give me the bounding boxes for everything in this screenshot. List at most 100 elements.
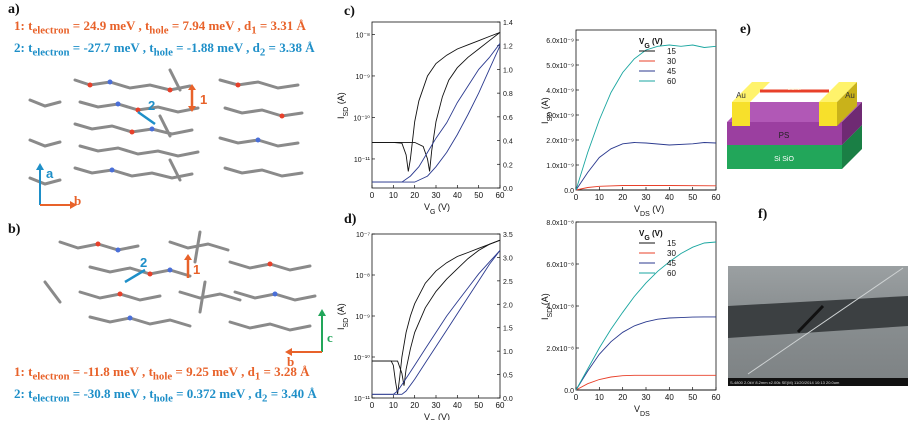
- y2-tick-label: 1.4: [503, 20, 513, 27]
- y2-tick-label: 3.5: [503, 232, 513, 239]
- y-tick-label: 8.0x10⁻⁸: [546, 220, 574, 227]
- sem-micrograph: S-4800 2.0kV 8.2mm x2.00k SE(M) 11/20/20…: [728, 266, 908, 386]
- panel-b-equation-1: 1: telectron = -11.8 meV , thole = 9.25 …: [14, 364, 310, 383]
- y-tick-label: 10⁻⁸: [356, 32, 370, 39]
- device-schematic: Channel Au Au PS Si SiO: [727, 82, 862, 169]
- electrode-left-label: Au: [736, 91, 746, 100]
- chart-transfer-c: 0 10 20 30 40 50 60 10⁻⁸ 10⁻⁹ 10⁻¹⁰ 10⁻¹¹ 0.0 0.2 0.4…: [336, 20, 520, 216]
- channel-label: Channel: [787, 87, 800, 91]
- y-tick-label: 4.0x10⁻⁹: [546, 88, 574, 95]
- y-tick-label: 2.0x10⁻⁹: [546, 138, 574, 145]
- series-line-45: [575, 316, 716, 391]
- y2-tick-label: 3.0: [503, 255, 513, 262]
- series-line: [372, 250, 501, 395]
- eq-sub: hole: [153, 392, 173, 405]
- y-axis-label: ISD (A): [336, 303, 350, 330]
- arrow-head-icon: [36, 163, 44, 170]
- eq-value: = 7.94 meV , d: [171, 18, 252, 33]
- series-line-60: [575, 241, 717, 391]
- y2-tick-label: 0.0: [503, 186, 513, 193]
- y-tick-label: 10⁻¹⁰: [353, 114, 370, 122]
- eq-sub: hole: [153, 46, 173, 59]
- chart-output-c: 0 10 20 30 40 50 60 0.0 1.0x10⁻⁹ 2.0x10⁻⁹ 3.0x10⁻⁹…: [540, 29, 721, 218]
- eq-value: = -27.7 meV ,: [72, 40, 150, 55]
- y2-tick-label: 0.8: [503, 91, 513, 98]
- dimer-1-label: 1: [193, 262, 200, 277]
- series-line: [372, 239, 501, 386]
- x-tick-label: 60: [712, 393, 721, 402]
- eq-symbol: t: [149, 40, 154, 55]
- series-line: [372, 250, 501, 395]
- panel-a-equation-1: 1: telectron = 24.9 meV , thole = 7.94 m…: [14, 18, 306, 37]
- panel-c-letter: c): [344, 4, 355, 19]
- panel-b-letter: b): [8, 222, 21, 237]
- eq-value: = 3.38 Å: [268, 40, 315, 55]
- eq-value: = -11.8 meV ,: [72, 364, 149, 379]
- y-tick-label: 10⁻⁹: [356, 314, 370, 321]
- arrow-head-icon: [188, 84, 196, 90]
- y2-tick-label: 1.0: [503, 67, 513, 74]
- y-tick-label: 10⁻⁸: [356, 273, 370, 280]
- eq-number: 2:: [14, 386, 25, 401]
- axis-b-label: b: [287, 354, 295, 369]
- arrow-head-icon: [318, 309, 326, 316]
- y2-tick-label: 2.5: [503, 279, 513, 286]
- x-tick-label: 0: [574, 193, 579, 202]
- eq-sub: electron: [32, 370, 70, 383]
- electrode-right-side: [837, 82, 857, 126]
- legend-label-60: 60: [667, 77, 676, 86]
- y-tick-label: 0.0: [564, 188, 574, 195]
- eq-value: = 24.9 meV ,: [72, 18, 145, 33]
- sem-microwire: [747, 267, 904, 375]
- electrode-right-top: [819, 82, 857, 102]
- y-tick-label: 5.0x10⁻⁹: [546, 63, 574, 70]
- y-tick-label: 10⁻¹¹: [354, 396, 371, 403]
- dimer-1-label: 1: [200, 92, 207, 107]
- eq-sub: electron: [32, 46, 70, 59]
- y-axis-label-group: ISD (A): [336, 92, 350, 119]
- eq-number: 2:: [14, 40, 25, 55]
- chart-output-d: 0 10 20 30 40 50 60 0.0 2.0x10⁻⁸ 4.0x10⁻⁸ 6.0x10⁻⁸…: [540, 220, 721, 418]
- series-line-30: [575, 374, 716, 391]
- eq-sub: electron: [32, 392, 70, 405]
- x-axis-label: VG (V): [424, 202, 450, 216]
- panel-a-letter: a): [8, 2, 20, 17]
- x-tick-label: 20: [618, 393, 627, 402]
- series-line-60: [575, 44, 717, 191]
- x-tick-label: 60: [712, 193, 721, 202]
- y-tick-label: 1.0x10⁻⁹: [546, 163, 574, 170]
- dimer-2-arrow: [137, 110, 156, 126]
- x-tick-label: 20: [618, 193, 627, 202]
- panel-f-letter: f): [758, 207, 768, 222]
- x-tick-label: 50: [688, 393, 697, 402]
- plot-frame: [575, 221, 717, 391]
- y2-tick-label: 1.5: [503, 326, 513, 333]
- y2-axis-label-group: ISD1/2 (10⁻³ A¹ᐟ²): [519, 78, 520, 87]
- y2-tick-label: 2.0: [503, 302, 513, 309]
- x-axis-label: VDS (V): [634, 204, 664, 218]
- eq-sub: 1: [254, 370, 261, 383]
- legend-label-15: 15: [667, 47, 676, 56]
- panel-b-crystal-packing: 1 2: [43, 230, 326, 356]
- eq-number: 1:: [14, 18, 25, 33]
- x-tick-label: 0: [370, 191, 375, 200]
- eq-symbol: t: [149, 386, 154, 401]
- x-tick-label: 10: [595, 393, 604, 402]
- legend-label-60: 60: [667, 269, 676, 278]
- panel-e-letter: e): [740, 22, 751, 37]
- x-tick-label: 0: [370, 401, 375, 410]
- y2-tick-label: 0.4: [503, 139, 513, 146]
- y2-axis-label-group: ISD1/2 (10⁻⁴ A¹ᐟ²): [519, 289, 520, 298]
- x-tick-label: 50: [474, 191, 483, 200]
- x-tick-label: 40: [665, 193, 674, 202]
- substrate-side: [842, 125, 862, 169]
- arrow-head-icon: [285, 348, 292, 356]
- y-tick-label: 4.0x10⁻⁸: [546, 304, 574, 311]
- x-tick-label: 30: [642, 193, 651, 202]
- series-line: [372, 32, 501, 172]
- plot-frame: [575, 29, 717, 191]
- x-axis-label: VDS: [634, 404, 650, 418]
- oxygen-atoms: [95, 241, 273, 297]
- arrow-head-icon: [70, 201, 77, 209]
- legend-label-45: 45: [667, 259, 676, 268]
